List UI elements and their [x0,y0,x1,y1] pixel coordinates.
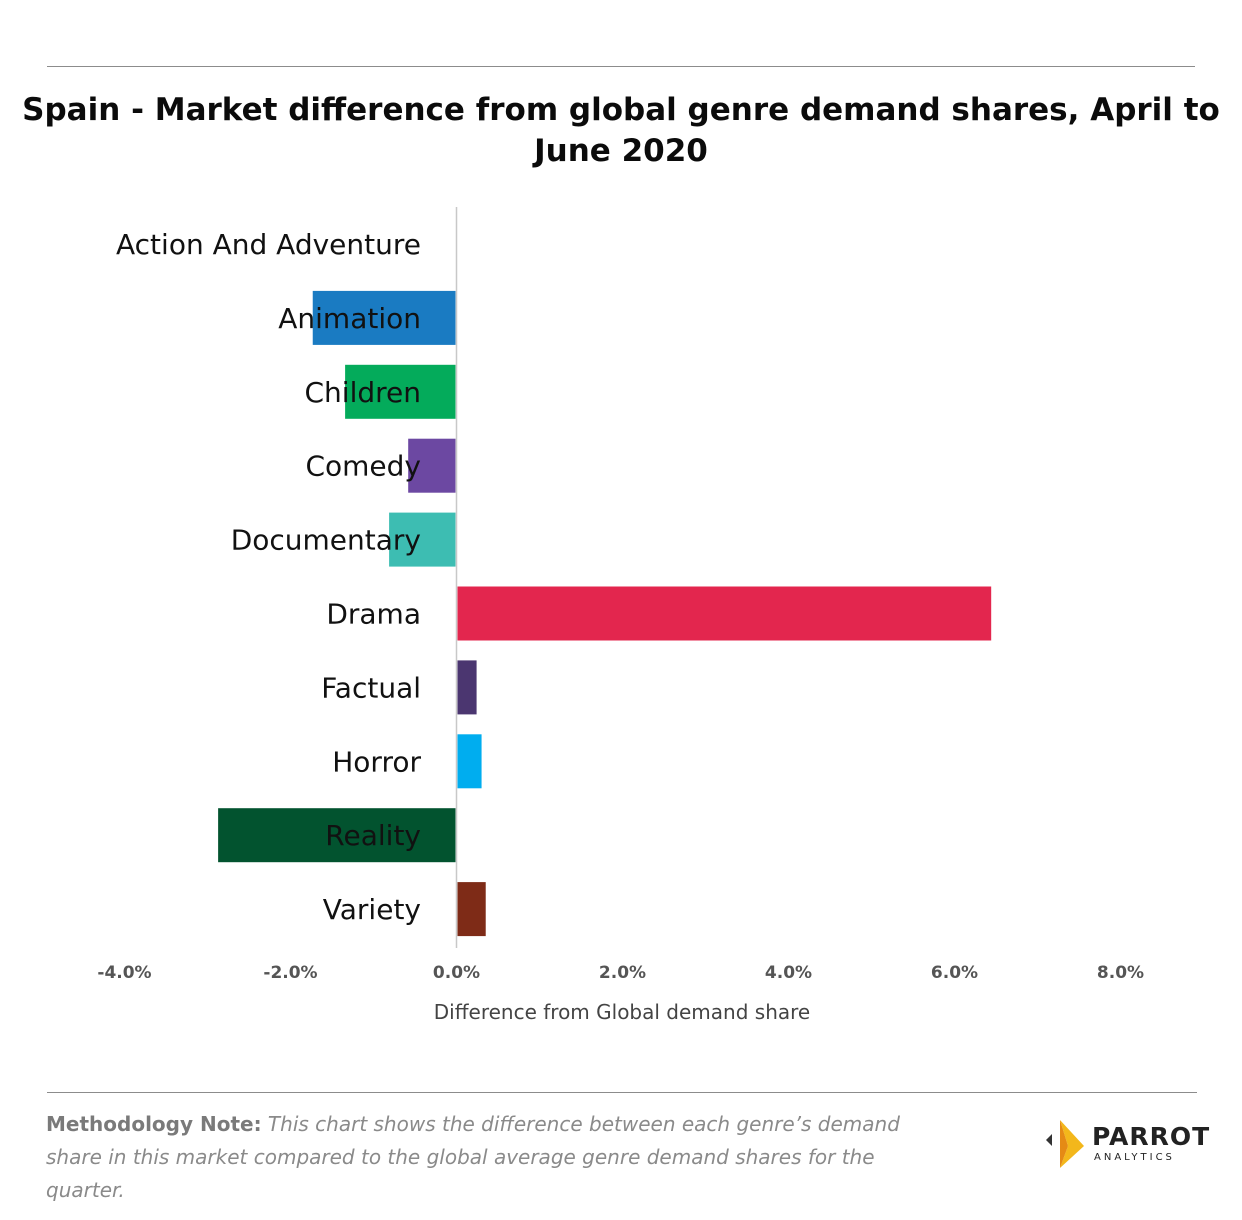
category-label-reality: Reality [325,819,421,852]
x-axis-title: Difference from Global demand share [434,1000,810,1024]
bar-variety [457,882,486,937]
x-tick-label: -4.0% [97,963,151,983]
bars-layer [218,290,992,937]
bar-chart: Action And Adventure Animation Children Com… [97,207,1144,1024]
x-tick-label: 8.0% [1097,963,1144,983]
logo-sub-text: ANALYTICS [1094,1152,1175,1163]
category-label-drama: Drama [326,598,421,631]
x-tick-label: 6.0% [931,963,978,983]
x-tick-label: 4.0% [765,963,812,983]
bar-drama [457,586,992,641]
bar-reality [218,808,456,863]
parrot-analytics-logo: PARROT ANALYTICS [1040,1112,1209,1172]
methodology-note-label: Methodology Note: [46,1112,262,1136]
bar-documentary [389,512,456,567]
category-label-horror: Horror [332,745,421,778]
bottom-divider [47,1092,1197,1093]
x-tick-label: 2.0% [599,963,646,983]
bar-children [345,364,456,419]
logo-brand-text: PARROT [1092,1122,1211,1151]
category-label-animation: Animation [278,302,421,335]
x-tick-label: 0.0% [433,963,480,983]
bar-animation [312,290,456,345]
chart-title: Spain - Market difference from global ge… [22,92,1220,169]
x-tick-labels: -4.0% -2.0% 0.0% 2.0% 4.0% 6.0% 8.0% [97,963,1144,983]
category-label-children: Children [305,376,422,409]
x-tick-label: -2.0% [263,963,317,983]
category-label-action-and-adventure: Action And Adventure [116,228,421,261]
parrot-logo-icon [1046,1120,1084,1168]
bar-factual [457,660,477,715]
bar-comedy [408,438,456,493]
category-label-comedy: Comedy [305,450,421,483]
category-labels: Action And Adventure Animation Children Com… [116,228,421,926]
top-divider [47,66,1195,67]
methodology-note-text: This chart shows the difference between … [46,1112,900,1202]
bar-horror [457,734,482,789]
category-label-variety: Variety [323,893,421,926]
category-label-documentary: Documentary [231,524,421,557]
methodology-note: Methodology Note: This chart shows the d… [46,1108,926,1207]
category-label-factual: Factual [321,671,421,704]
